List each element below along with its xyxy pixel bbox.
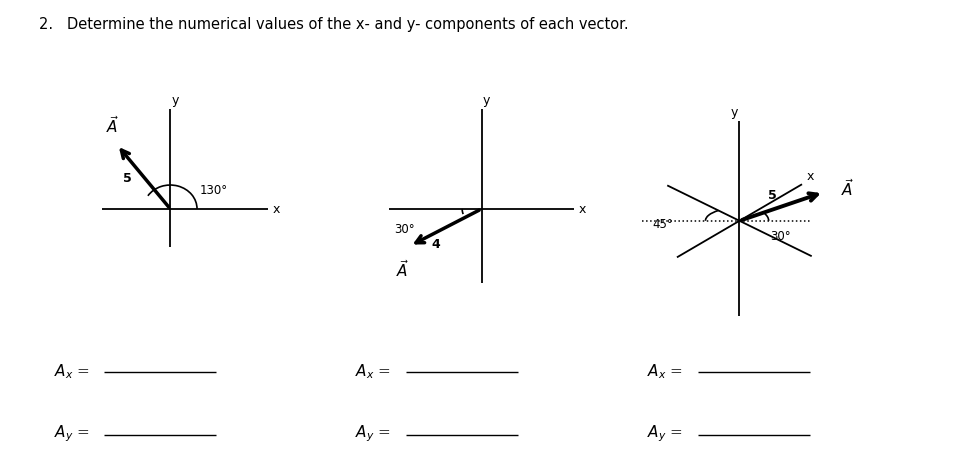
Text: y: y [171, 94, 179, 107]
Text: $\vec{A}$: $\vec{A}$ [396, 258, 409, 279]
Text: $A_y$ =: $A_y$ = [54, 423, 90, 444]
Text: 4: 4 [431, 238, 440, 250]
Text: y: y [483, 94, 490, 107]
Text: 45°: 45° [653, 217, 673, 230]
Text: y: y [731, 106, 739, 119]
Text: $\vec{A}$: $\vec{A}$ [106, 115, 119, 136]
Text: x: x [807, 169, 814, 182]
Text: 30°: 30° [394, 223, 414, 236]
Text: $A_x$ =: $A_x$ = [355, 362, 391, 381]
Text: 130°: 130° [199, 184, 228, 197]
Text: 2.   Determine the numerical values of the x- and y- components of each vector.: 2. Determine the numerical values of the… [39, 17, 629, 31]
Text: $A_y$ =: $A_y$ = [355, 423, 391, 444]
Text: $A_x$ =: $A_x$ = [54, 362, 90, 381]
Text: x: x [272, 203, 280, 216]
Text: 5: 5 [768, 188, 776, 201]
Text: x: x [579, 203, 587, 216]
Text: $A_y$ =: $A_y$ = [647, 423, 683, 444]
Text: $A_x$ =: $A_x$ = [647, 362, 683, 381]
Text: 30°: 30° [771, 230, 791, 243]
Text: 5: 5 [123, 172, 131, 185]
Text: $\vec{A}$: $\vec{A}$ [842, 178, 854, 198]
